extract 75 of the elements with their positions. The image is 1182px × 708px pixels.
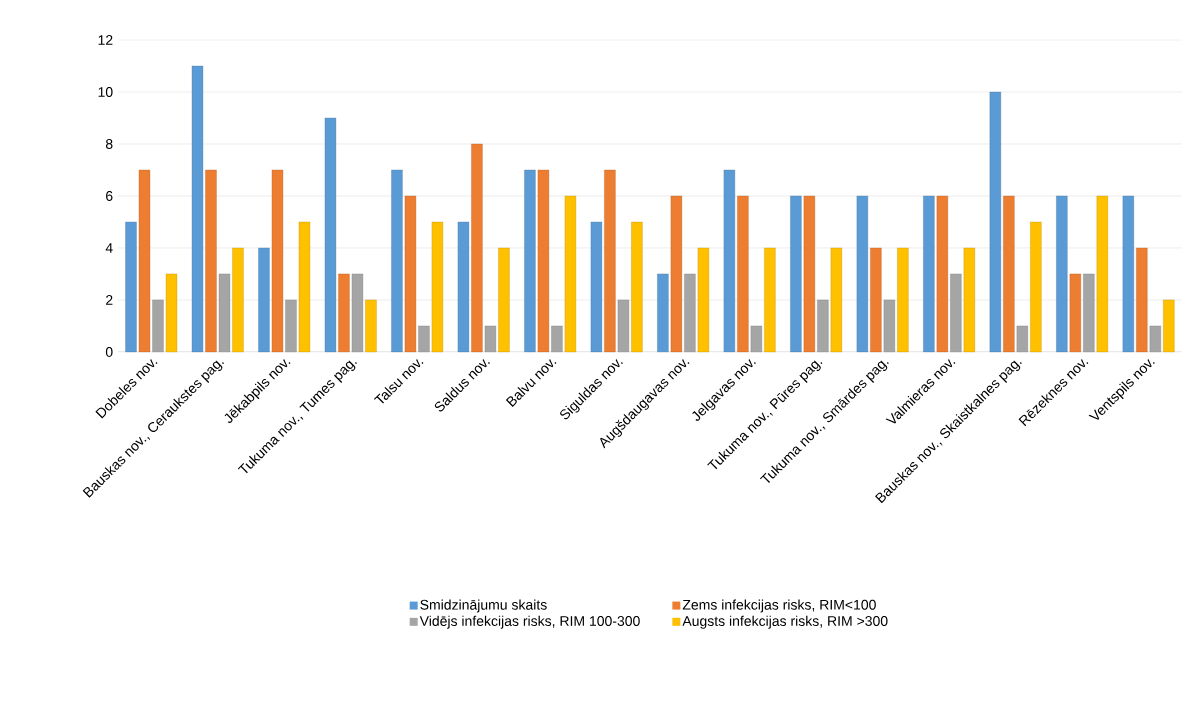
bar (138, 169, 151, 353)
bar (324, 117, 337, 353)
bar (191, 65, 204, 353)
bar (870, 247, 882, 353)
legend-label: Zems infekcijas risks, RIM<100 (682, 599, 876, 613)
bar (604, 169, 616, 353)
bar (524, 169, 536, 353)
bar (750, 325, 763, 353)
legend-label: Vidējs infekcijas risks, RIM 100-300 (419, 615, 640, 629)
bar (152, 299, 164, 353)
bar (418, 325, 430, 353)
bar (404, 195, 417, 353)
bar (1083, 273, 1095, 353)
y-tick-label: 10 (98, 87, 113, 97)
bar (1122, 195, 1134, 353)
bar (551, 325, 563, 353)
bar (1003, 195, 1015, 353)
bar (457, 221, 470, 353)
bar (1096, 195, 1108, 353)
bar (590, 221, 603, 353)
bar (989, 91, 1001, 353)
bar (1149, 325, 1161, 353)
bar (1136, 247, 1148, 353)
bar (670, 195, 683, 353)
bar (205, 169, 217, 353)
y-tick-label: 6 (106, 191, 113, 201)
bar (1016, 325, 1028, 353)
bar (125, 221, 137, 353)
bar (950, 273, 962, 353)
y-tick-label: 2 (106, 295, 113, 305)
bar (498, 247, 510, 353)
bar (271, 169, 284, 353)
bar (431, 221, 444, 353)
y-tick-label: 8 (105, 139, 113, 149)
bar (817, 299, 829, 353)
bar (298, 221, 311, 353)
y-tick-label: 4 (105, 243, 113, 253)
bar (897, 247, 909, 353)
bar (484, 325, 497, 353)
bar (218, 273, 231, 353)
bar (883, 299, 896, 353)
bar (684, 273, 696, 353)
bar (856, 195, 869, 353)
bar (936, 195, 948, 353)
legend-label: Smidzinājumu skaits (420, 599, 547, 613)
bar (723, 169, 736, 353)
bar (1163, 299, 1175, 353)
bar (790, 195, 802, 353)
y-tick-label: 0 (105, 347, 113, 357)
bar (657, 273, 669, 353)
y-tick-label: 12 (98, 35, 113, 45)
bar (365, 299, 377, 353)
bar (764, 247, 776, 353)
bar (165, 273, 178, 353)
bar (285, 299, 297, 353)
bar (537, 169, 550, 353)
bar (1056, 195, 1068, 353)
bar (963, 247, 975, 353)
bar (803, 195, 816, 353)
bar (830, 247, 843, 353)
bar (391, 169, 403, 353)
bar (1030, 221, 1042, 353)
bar (617, 299, 630, 353)
bar (258, 247, 270, 353)
bar (697, 247, 710, 353)
bar (351, 273, 364, 353)
bar (338, 273, 350, 353)
bar (1069, 273, 1081, 353)
bar (564, 195, 577, 353)
legend-label: Augsts infekcijas risks, RIM >300 (682, 615, 888, 629)
bar (737, 195, 749, 353)
bar (232, 247, 244, 353)
bar (631, 221, 643, 353)
bar (923, 195, 935, 353)
bar (471, 143, 483, 353)
